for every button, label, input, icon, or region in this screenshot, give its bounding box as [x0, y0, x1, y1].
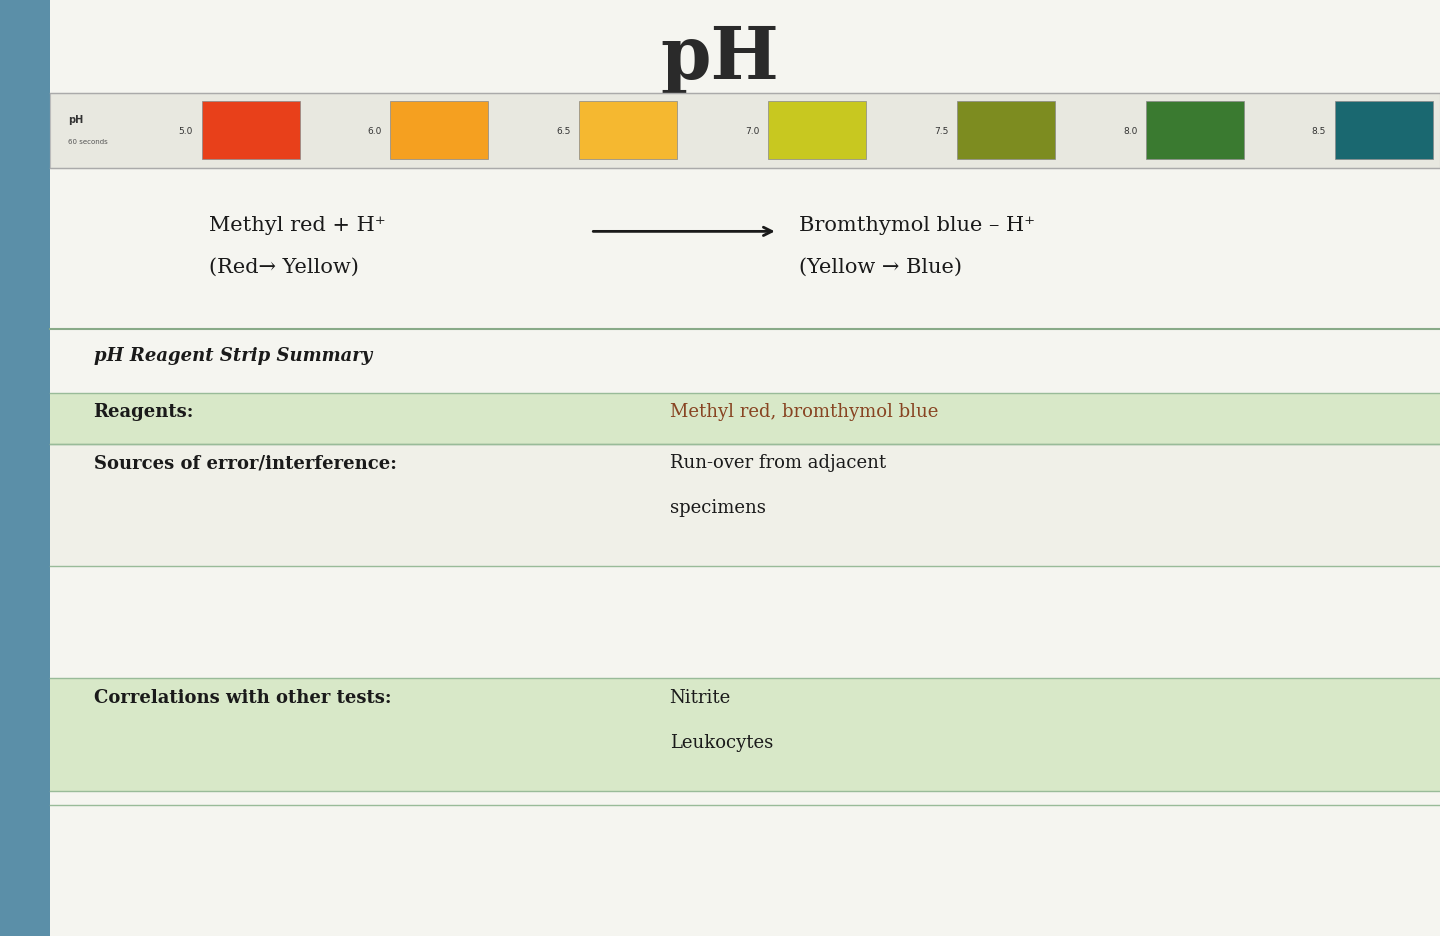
Text: Bromthymol blue – H⁺: Bromthymol blue – H⁺	[799, 215, 1035, 234]
Text: (Yellow → Blue): (Yellow → Blue)	[799, 257, 962, 276]
Text: pH Reagent Strip Summary: pH Reagent Strip Summary	[94, 346, 372, 364]
Bar	[202, 102, 300, 160]
Text: 60 seconds: 60 seconds	[68, 139, 108, 145]
Text: Leukocytes: Leukocytes	[670, 733, 773, 751]
Bar	[958, 102, 1056, 160]
Bar	[50, 679, 1440, 791]
Bar	[579, 102, 677, 160]
Bar	[50, 197, 1440, 328]
Bar	[50, 445, 1440, 566]
Text: 6.5: 6.5	[556, 126, 570, 136]
Bar	[769, 102, 867, 160]
Text: Sources of error/interference:: Sources of error/interference:	[94, 454, 396, 472]
Bar	[1335, 102, 1433, 160]
Text: 7.5: 7.5	[935, 126, 949, 136]
Bar	[1146, 102, 1244, 160]
Text: (Red→ Yellow): (Red→ Yellow)	[209, 257, 359, 276]
Text: 5.0: 5.0	[179, 126, 193, 136]
Text: pH: pH	[661, 23, 779, 95]
Text: 8.0: 8.0	[1123, 126, 1138, 136]
Bar	[50, 94, 1440, 168]
Text: Methyl red, bromthymol blue: Methyl red, bromthymol blue	[670, 402, 937, 420]
Text: pH: pH	[68, 115, 84, 124]
Text: Nitrite: Nitrite	[670, 688, 732, 706]
Bar	[50, 393, 1440, 445]
Text: Correlations with other tests:: Correlations with other tests:	[94, 688, 392, 706]
Text: Reagents:: Reagents:	[94, 402, 194, 420]
Bar	[0, 0, 50, 936]
Text: Methyl red + H⁺: Methyl red + H⁺	[209, 215, 386, 234]
Text: 7.0: 7.0	[746, 126, 760, 136]
Text: specimens: specimens	[670, 499, 766, 517]
Text: Run-over from adjacent: Run-over from adjacent	[670, 454, 886, 472]
Bar	[390, 102, 488, 160]
Text: 6.0: 6.0	[367, 126, 382, 136]
Text: 8.5: 8.5	[1312, 126, 1326, 136]
